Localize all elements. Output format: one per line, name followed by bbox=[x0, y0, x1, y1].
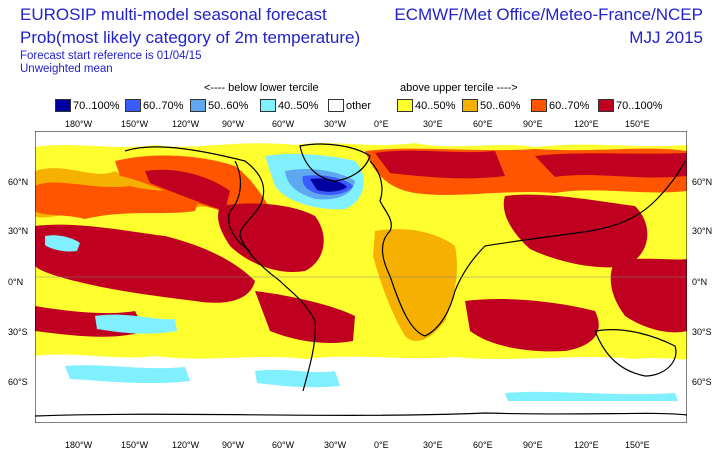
lon-tick-label: 30°W bbox=[324, 440, 347, 450]
season-label: MJJ 2015 bbox=[629, 28, 703, 47]
lat-tick-label: 0°N bbox=[8, 277, 24, 287]
lat-tick-label: 60°S bbox=[692, 377, 712, 387]
legend-swatch bbox=[328, 99, 344, 112]
lat-tick-label: 0°N bbox=[692, 277, 708, 287]
legend-swatch bbox=[598, 99, 614, 112]
lon-tick-label: 30°E bbox=[423, 440, 443, 450]
legend-item: 70..100% bbox=[598, 98, 662, 113]
lon-tick-label: 30°W bbox=[324, 119, 347, 129]
lon-tick-label: 150°W bbox=[121, 119, 149, 129]
legend-label: 40..50% bbox=[415, 99, 456, 112]
legend-label: 40..50% bbox=[278, 99, 319, 112]
legend-label: 50..60% bbox=[208, 99, 249, 112]
lon-tick-label: 120°E bbox=[574, 440, 599, 450]
legend-label: 50..60% bbox=[480, 99, 521, 112]
lat-tick-label: 30°N bbox=[8, 226, 29, 236]
lon-tick-label: 60°W bbox=[272, 440, 295, 450]
legend-swatch bbox=[531, 99, 547, 112]
lon-tick-label: 60°E bbox=[473, 119, 493, 129]
legend-swatch bbox=[55, 99, 71, 112]
forecast-start-note: Forecast start reference is 01/04/15 bbox=[20, 50, 202, 62]
lon-tick-label: 90°W bbox=[222, 119, 245, 129]
lon-tick-label: 120°W bbox=[172, 440, 200, 450]
lon-tick-label: 150°E bbox=[625, 119, 650, 129]
lon-tick-label: 0°E bbox=[374, 119, 389, 129]
coastlines bbox=[35, 143, 687, 417]
lat-tick-label: 30°S bbox=[692, 327, 712, 337]
lat-tick-label: 30°S bbox=[8, 327, 28, 337]
lon-tick-label: 60°W bbox=[272, 119, 295, 129]
legend-label: other bbox=[346, 99, 372, 112]
probability-map bbox=[35, 131, 687, 423]
lat-tick-label: 60°S bbox=[8, 377, 28, 387]
legend-swatch bbox=[190, 99, 206, 112]
legend-item: 70..100% bbox=[55, 98, 119, 113]
lat-tick-label: 30°N bbox=[692, 226, 713, 236]
probability-fields bbox=[35, 131, 687, 423]
map-title: EUROSIP multi-model seasonal forecast bbox=[20, 5, 327, 24]
lon-tick-label: 120°E bbox=[574, 119, 599, 129]
lon-tick-label: 150°W bbox=[121, 440, 149, 450]
legend-item: 40..50% bbox=[397, 98, 455, 113]
legend-label: 70..100% bbox=[73, 99, 120, 112]
legend-below-note: <---- below lower tercile bbox=[204, 82, 319, 94]
legend-label: 60..70% bbox=[143, 99, 184, 112]
legend-swatch bbox=[462, 99, 478, 112]
lat-tick-label: 60°N bbox=[8, 177, 29, 187]
legend-item: 60..70% bbox=[125, 98, 183, 113]
map-subtitle: Prob(most likely category of 2m temperat… bbox=[20, 28, 361, 47]
legend-label: 70..100% bbox=[616, 99, 663, 112]
lon-tick-label: 180°W bbox=[65, 119, 93, 129]
centres-title: ECMWF/Met Office/Meteo-France/NCEP bbox=[394, 5, 703, 24]
lon-tick-label: 30°E bbox=[423, 119, 443, 129]
legend-item: other bbox=[328, 98, 371, 113]
lon-tick-label: 120°W bbox=[172, 119, 200, 129]
legend-item: 50..60% bbox=[190, 98, 248, 113]
lon-tick-label: 0°E bbox=[374, 440, 389, 450]
legend-item: 50..60% bbox=[462, 98, 520, 113]
lon-tick-label: 150°E bbox=[625, 440, 650, 450]
lat-tick-label: 60°N bbox=[692, 177, 713, 187]
lon-tick-label: 90°E bbox=[523, 119, 543, 129]
legend-swatch bbox=[397, 99, 413, 112]
lon-tick-label: 90°E bbox=[523, 440, 543, 450]
legend-item: 40..50% bbox=[260, 98, 318, 113]
lon-tick-label: 180°W bbox=[65, 440, 93, 450]
lon-tick-label: 60°E bbox=[473, 440, 493, 450]
legend-item: 60..70% bbox=[531, 98, 589, 113]
legend-swatch bbox=[125, 99, 141, 112]
legend-above-note: above upper tercile ----> bbox=[400, 82, 518, 94]
lon-tick-label: 90°W bbox=[222, 440, 245, 450]
legend-swatch bbox=[260, 99, 276, 112]
weighting-note: Unweighted mean bbox=[20, 63, 113, 75]
legend-label: 60..70% bbox=[549, 99, 590, 112]
